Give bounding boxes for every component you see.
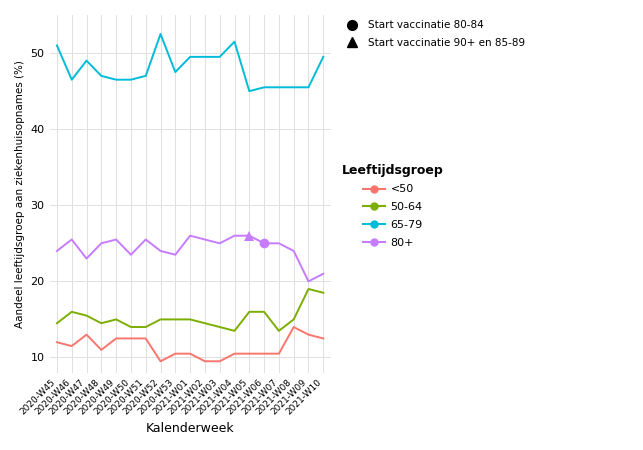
Legend: <50, 50-64, 65-79, 80+: <50, 50-64, 65-79, 80+ <box>342 164 444 248</box>
Y-axis label: Aandeel leeftijdsgroep aan ziekenhuisopnames (%): Aandeel leeftijdsgroep aan ziekenhuisopn… <box>15 60 25 328</box>
X-axis label: Kalenderweek: Kalenderweek <box>146 422 235 435</box>
